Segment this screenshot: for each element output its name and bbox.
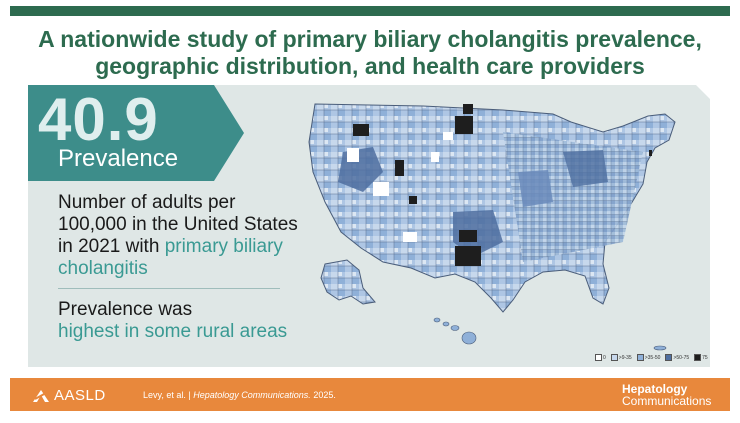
title-line-2: geographic distribution, and health care… xyxy=(95,53,645,79)
citation-separator: | xyxy=(188,390,191,400)
citation-year: 2025. xyxy=(313,390,336,400)
description-text: Number of adults per 100,000 in the Unit… xyxy=(58,192,308,280)
journal-logo-line-2: Communications xyxy=(622,394,712,408)
journal-logo: Hepatology Communications xyxy=(622,383,711,407)
puerto-rico xyxy=(653,345,667,351)
map-legend: 0 >9-35 >35-50 >50-75 75 xyxy=(595,354,708,361)
legend-item: 75 xyxy=(694,354,708,361)
alaska xyxy=(320,259,376,305)
footer: AASLD Levy, et al. | Hepatology Communic… xyxy=(10,378,730,411)
description-main: Number of adults per 100,000 in the Unit… xyxy=(58,192,298,257)
prevalence-value: 40.9 xyxy=(38,86,159,153)
citation: Levy, et al. | Hepatology Communications… xyxy=(143,390,336,400)
aasld-mark-icon xyxy=(33,389,49,402)
legend-item: >50-75 xyxy=(665,354,689,361)
legend-label: >9-35 xyxy=(618,354,632,361)
legend-item: >9-35 xyxy=(610,354,632,361)
legend-swatch xyxy=(636,354,644,361)
legend-item: >35-50 xyxy=(636,354,661,361)
legend-label: 0 xyxy=(603,354,606,361)
divider xyxy=(58,288,280,289)
legend-swatch xyxy=(595,354,602,361)
citation-journal: Hepatology Communications. xyxy=(193,390,311,400)
legend-item: 0 xyxy=(595,354,606,361)
logo-text: AASLD xyxy=(54,387,106,404)
legend-swatch xyxy=(665,354,673,361)
note-text: Prevalence was highest in some rural are… xyxy=(58,299,308,343)
title-line-1: A nationwide study of primary biliary ch… xyxy=(38,26,702,52)
prevalence-arrow xyxy=(28,85,244,181)
legend-label: 75 xyxy=(702,354,708,361)
legend-label: >50-75 xyxy=(673,354,690,361)
citation-authors: Levy, et al. xyxy=(143,390,186,400)
us-prevalence-map xyxy=(308,103,676,351)
legend-swatch xyxy=(610,354,618,361)
legend-label: >35-50 xyxy=(644,354,661,361)
prevalence-label: Prevalence xyxy=(58,145,179,172)
top-bar xyxy=(10,6,730,16)
note-accent: highest in some rural areas xyxy=(58,321,288,342)
panel-corner xyxy=(696,85,710,99)
legend-swatch xyxy=(694,354,702,361)
journal-logo-line-1: Hepatology xyxy=(622,382,688,396)
hawaii xyxy=(433,317,477,345)
aasld-logo: AASLD xyxy=(32,387,106,404)
page-title: A nationwide study of primary biliary ch… xyxy=(10,26,730,80)
note-main: Prevalence was xyxy=(58,299,193,320)
description-accent: primary biliary cholangitis xyxy=(58,236,283,279)
